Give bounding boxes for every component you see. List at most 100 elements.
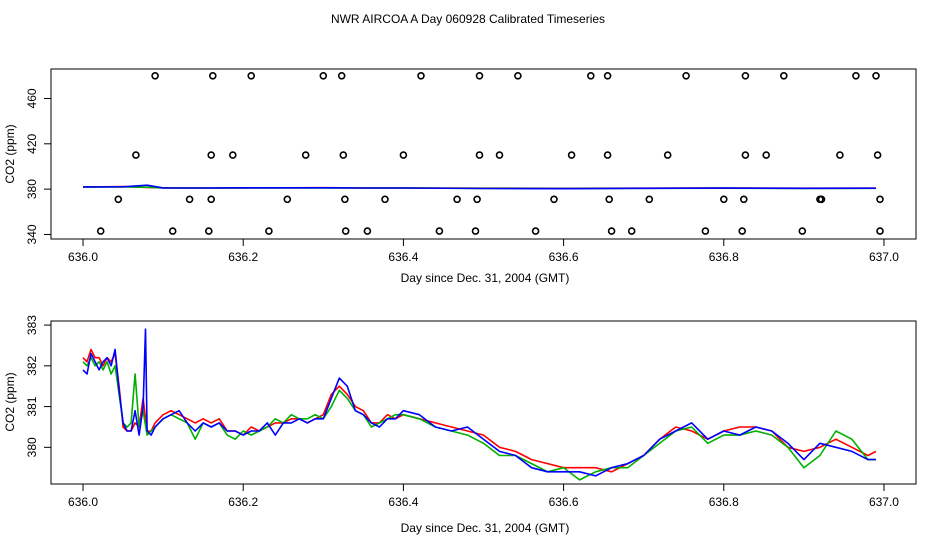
line-panel: 636.0 636.2 636.4 636.6 636.8 637.0 380 381 382… — [3, 315, 917, 535]
y-axis-label: CO2 (ppm) — [3, 124, 17, 183]
marker-point — [873, 151, 882, 159]
marker-point — [283, 195, 292, 204]
marker-point — [475, 151, 484, 159]
marker-point — [836, 151, 844, 159]
marker-point — [719, 195, 728, 204]
marker-point — [817, 195, 826, 204]
plot-frame — [50, 320, 917, 485]
marker-point — [779, 72, 788, 80]
x-tick-label: 636.2 — [228, 250, 258, 264]
marker-point — [663, 151, 672, 159]
series-line-blue — [82, 328, 876, 477]
y-axis: 380 381 382 383 — [25, 315, 51, 457]
marker-point — [453, 195, 461, 204]
marker-point — [701, 227, 710, 235]
marker-point — [567, 151, 576, 159]
marker-point — [341, 195, 349, 204]
marker-point — [207, 195, 215, 204]
series-line-blue — [82, 184, 877, 190]
x-tick-label: 637.0 — [869, 250, 899, 264]
marker-point — [185, 195, 194, 204]
marker-point — [645, 195, 654, 204]
marker-point — [337, 72, 346, 80]
series-lines — [82, 184, 877, 190]
y-tick-label: 383 — [25, 315, 39, 335]
x-tick-label: 636.4 — [388, 250, 418, 264]
marker-point — [603, 72, 612, 80]
marker-point — [741, 72, 750, 80]
x-axis: 636.0 636.2 636.4 636.6 636.8 637.0 — [68, 239, 899, 264]
scatter-panel: 636.0 636.2 636.4 636.6 636.8 637.0 340 380 420… — [3, 68, 917, 285]
x-axis: 636.0 636.2 636.4 636.6 636.8 637.0 — [68, 484, 899, 509]
y-axis: 340 380 420 460 — [25, 88, 51, 244]
marker-point — [550, 195, 558, 204]
marker-point — [872, 72, 880, 80]
marker-point — [852, 72, 860, 80]
marker-point — [399, 151, 408, 159]
x-tick-label: 636.8 — [709, 495, 739, 509]
marker-point — [471, 227, 480, 235]
plot-frame — [50, 68, 917, 240]
chart-title: NWR AIRCOA A Day 060928 Calibrated Times… — [331, 12, 605, 26]
marker-point — [607, 227, 616, 235]
marker-point — [229, 151, 237, 159]
scatter-markers — [96, 72, 884, 235]
marker-point — [798, 227, 807, 235]
marker-point — [339, 151, 348, 159]
x-tick-label: 636.0 — [68, 250, 98, 264]
marker-point — [435, 227, 444, 235]
marker-point — [363, 227, 372, 235]
series-lines — [82, 328, 877, 481]
marker-point — [151, 72, 159, 80]
marker-point — [381, 195, 389, 204]
marker-point — [132, 151, 140, 159]
y-tick-label: 382 — [25, 355, 39, 375]
marker-point — [319, 72, 328, 80]
marker-point — [514, 72, 522, 80]
marker-point — [473, 195, 481, 204]
marker-point — [605, 195, 614, 204]
marker-point — [207, 151, 215, 159]
marker-point — [627, 227, 636, 235]
marker-point — [586, 72, 595, 80]
marker-point — [495, 151, 504, 159]
marker-point — [417, 72, 425, 80]
y-tick-label: 340 — [25, 224, 39, 244]
marker-point — [168, 227, 177, 235]
y-tick-label: 460 — [25, 88, 39, 108]
x-tick-label: 636.6 — [549, 250, 579, 264]
marker-point — [876, 195, 884, 204]
x-tick-label: 636.4 — [388, 495, 418, 509]
x-tick-label: 637.0 — [869, 495, 899, 509]
marker-point — [762, 151, 771, 159]
y-tick-label: 381 — [25, 396, 39, 416]
x-tick-label: 636.6 — [549, 495, 579, 509]
y-axis-label: CO2 (ppm) — [3, 372, 17, 431]
y-tick-label: 380 — [25, 179, 39, 199]
x-axis-label: Day since Dec. 31, 2004 (GMT) — [401, 271, 570, 285]
marker-point — [739, 195, 748, 204]
marker-point — [682, 72, 690, 80]
x-tick-label: 636.0 — [68, 495, 98, 509]
x-axis-label: Day since Dec. 31, 2004 (GMT) — [401, 521, 570, 535]
marker-point — [301, 151, 310, 159]
x-tick-label: 636.8 — [709, 250, 739, 264]
marker-point — [876, 227, 884, 235]
marker-point — [738, 227, 747, 235]
marker-point — [603, 151, 612, 159]
x-tick-label: 636.2 — [228, 495, 258, 509]
y-tick-label: 380 — [25, 437, 39, 457]
marker-point — [475, 72, 484, 80]
marker-point — [341, 227, 350, 235]
marker-point — [265, 227, 273, 235]
y-tick-label: 420 — [25, 133, 39, 153]
marker-point — [114, 195, 123, 204]
marker-point — [741, 151, 750, 159]
marker-point — [531, 227, 540, 235]
marker-point — [247, 72, 255, 80]
series-line-red — [82, 348, 877, 473]
marker-point — [205, 227, 213, 235]
marker-point — [209, 72, 217, 80]
marker-point — [96, 227, 105, 235]
